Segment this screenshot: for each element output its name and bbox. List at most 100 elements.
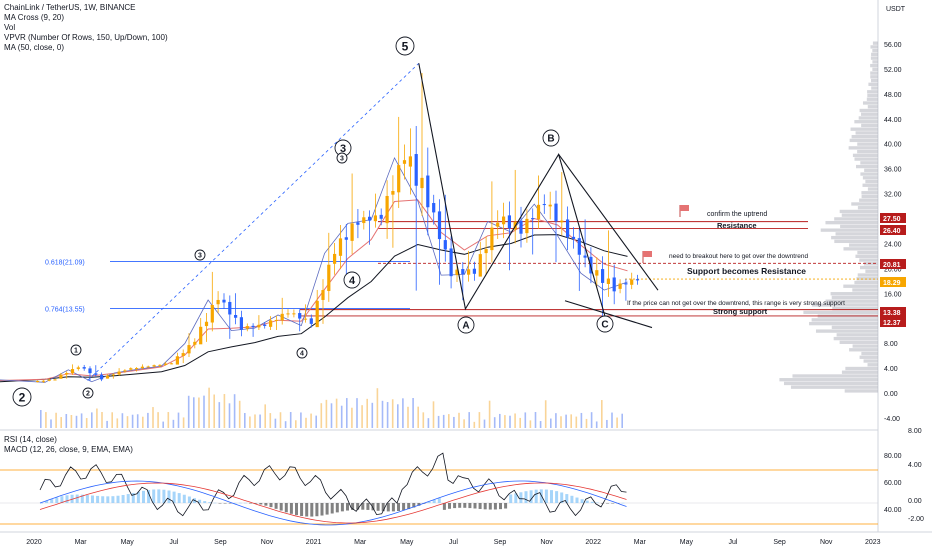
vpvr-row [867,93,878,98]
volume-bar [366,398,368,428]
macd-hist-bar [101,496,105,503]
volume-bar [590,412,593,428]
macd-hist-bar [473,503,477,509]
candle-body [280,313,284,321]
indicator-rsi[interactable]: RSI (14, close) [4,435,57,444]
volume-bar [580,412,583,428]
volume-bar [142,416,144,428]
time-tick-label: May [121,539,135,546]
vpvr-row [862,176,878,180]
volume-bar [361,405,363,428]
candle-body [449,248,453,277]
volume-bar [565,414,567,428]
vpvr-row [861,191,878,195]
candle-body [624,283,628,285]
candle-body [105,375,110,379]
macd-hist-bar [376,503,380,511]
wave-1-minor-circle [70,344,82,356]
volume-bar [519,417,521,428]
macd-hist-bar [621,502,625,504]
macd-hist-bar [233,502,237,504]
vpvr-row [871,86,878,90]
macd-hist-bar [167,490,171,503]
indicator-vol[interactable]: Vol [4,23,16,32]
volume-bar [300,412,302,428]
candle-body [420,177,424,189]
vpvr-row [811,303,878,307]
macd-hist-bar [488,503,492,510]
volume-bar [60,417,62,428]
macd-hist-bar [560,492,564,503]
candle-body [536,204,541,220]
vpvr-row [844,389,878,393]
candle-body [111,374,115,376]
candle-body [210,304,214,323]
macd-hist-bar [366,503,370,510]
candle-body [356,222,360,225]
volume-bar [167,412,170,428]
price-tick-label: 40.00 [884,142,902,149]
candle-body [123,370,127,372]
volume-bar [147,412,149,428]
vpvr-row [872,60,878,64]
volume-bar [264,404,266,428]
macd-hist-bar [453,503,457,509]
macd-hist-bar [519,492,523,503]
candle-body [630,279,634,285]
volume-bar [244,413,246,428]
time-tick-label: Nov [820,539,833,546]
macd-hist-bar [315,503,319,517]
macd-hist-bar [218,503,222,504]
macd-hist-bar [544,489,548,503]
macd-hist-bar [606,503,610,504]
time-tick-label: Jul [449,539,458,546]
vpvr-row [865,179,878,184]
volume-bar [65,414,68,428]
candle-body [152,365,156,367]
vpvr-row [854,280,878,285]
vpvr-row [859,355,878,359]
macd-hist-bar [142,490,145,503]
candle-body [76,367,80,369]
vpvr-row [870,63,878,68]
macd-hist-bar [427,501,431,503]
time-tick-label: Jul [169,539,178,546]
indicator-ma50[interactable]: MA (50, close, 0) [4,43,65,52]
candle-body [525,218,529,234]
candle-body [443,240,447,250]
volume-bar [45,412,47,428]
vpvr-row [861,123,878,128]
macd-hist-bar [509,494,513,503]
time-tick-label: Sep [214,539,227,546]
indicator-ma-cross[interactable]: MA Cross (9, 20) [4,13,65,22]
price-badge [880,277,906,287]
candle-body [129,368,133,370]
wave-3-minor-circle [194,249,206,261]
volume-bar [177,412,180,428]
candlesticks [36,72,640,383]
price-tick-label: 52.00 [884,67,902,74]
wave-4-minor-circle [296,347,308,359]
vpvr-row [870,71,878,75]
volume-bar [315,415,317,428]
candle-body [566,219,570,238]
macd-hist-bar [126,494,130,503]
annotations: confirm the uptrend Resistance need to bre… [627,205,845,316]
indicator-macd[interactable]: MACD (12, 26, close, 9, EMA, EMA) [4,445,133,454]
candle-body [327,264,331,291]
vpvr-row [861,112,878,116]
candle-body [228,301,232,315]
candle-body [368,216,372,221]
price-badge-label: 27.50 [883,216,901,223]
candle-body [269,320,273,327]
macd-hist-bar [391,503,395,512]
macd-hist-bar [346,503,349,511]
rsi-line [39,452,627,517]
macd-hist-bar [213,502,217,504]
time-tick-label: 2021 [306,539,322,546]
candle-body [169,363,174,365]
volume-bar [228,403,231,428]
indicator-vpvr[interactable]: VPVR (Number Of Rows, 150, Up/Down, 100) [4,33,168,42]
